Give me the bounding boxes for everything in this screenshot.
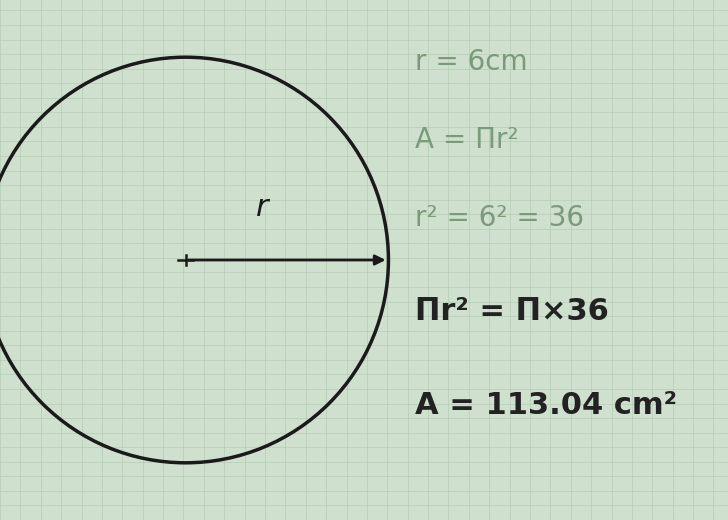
- Text: A = Πr²: A = Πr²: [415, 126, 518, 154]
- Text: A = 113.04 cm²: A = 113.04 cm²: [415, 391, 677, 420]
- Text: r² = 6² = 36: r² = 6² = 36: [415, 204, 584, 232]
- Text: Πr² = Π×36: Πr² = Π×36: [415, 297, 609, 327]
- Text: r: r: [256, 193, 269, 223]
- Text: r = 6cm: r = 6cm: [415, 48, 528, 76]
